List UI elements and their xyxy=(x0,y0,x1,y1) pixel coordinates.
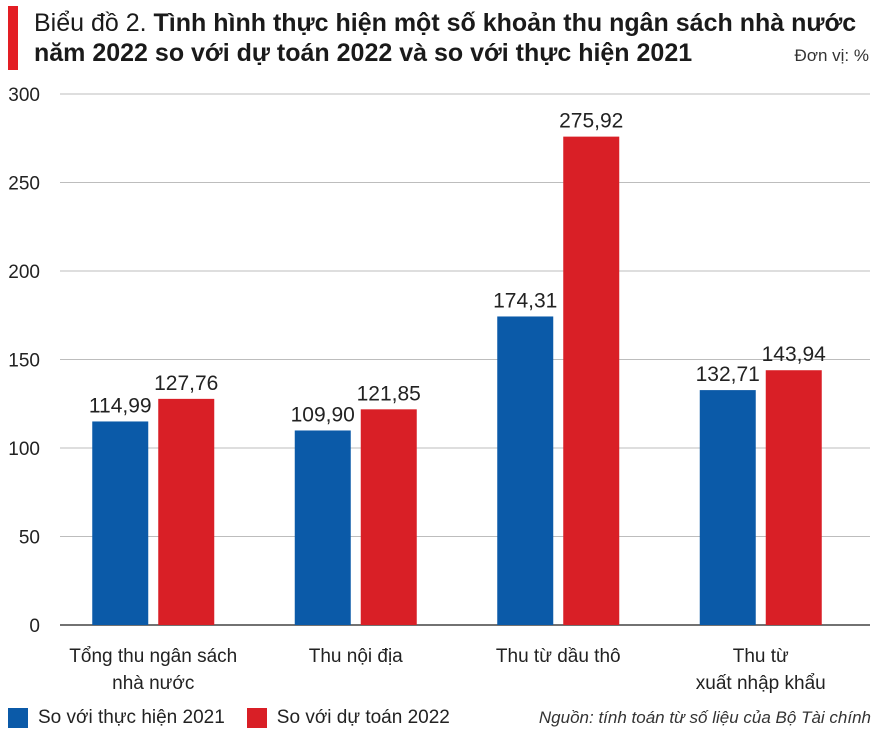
data-label-2-3: 275,92 xyxy=(559,110,623,133)
bar-2-2 xyxy=(360,409,417,625)
data-label-1-1: 114,99 xyxy=(89,394,152,417)
bar-1-1 xyxy=(92,421,149,625)
legend-label-series-2: So với dự toán 2022 xyxy=(276,707,450,728)
data-label-1-4: 132,71 xyxy=(696,363,760,386)
x-tick-label-4-2: xuất nhập khẩu xyxy=(696,673,826,694)
y-tick-label-300: 300 xyxy=(8,85,40,106)
legend: So với thực hiện 2021 So với dự toán 202… xyxy=(8,704,472,732)
chart-title: Biểu đồ 2. Tình hình thực hiện một số kh… xyxy=(34,8,874,68)
y-tick-label-100: 100 xyxy=(8,439,40,460)
data-label-2-1: 127,76 xyxy=(154,372,218,395)
data-label-2-4: 143,94 xyxy=(762,343,827,366)
x-tick-label-1-1: Tổng thu ngân sách xyxy=(69,646,237,667)
bar-2-4 xyxy=(765,370,822,625)
legend-swatch-series-1 xyxy=(8,708,28,728)
legend-label-series-1: So với thực hiện 2021 xyxy=(38,707,225,728)
chart-title-main: Tình hình thực hiện một số khoản thu ngâ… xyxy=(34,9,857,67)
source-note: Nguồn: tính toán từ số liệu của Bộ Tài c… xyxy=(538,708,871,727)
x-tick-label-4-1: Thu từ xyxy=(733,646,789,667)
chart-title-block: Biểu đồ 2. Tình hình thực hiện một số kh… xyxy=(8,6,878,70)
bar-1-3 xyxy=(497,316,554,625)
title-accent-bar xyxy=(8,6,18,70)
bar-1-4 xyxy=(699,390,756,625)
legend-item-series-1: So với thực hiện 2021 xyxy=(8,707,225,729)
y-tick-label-0: 0 xyxy=(29,616,40,637)
data-label-1-2: 109,90 xyxy=(291,403,355,426)
bar-2-1 xyxy=(158,398,215,625)
y-tick-label-200: 200 xyxy=(8,262,40,283)
legend-item-series-2: So với dự toán 2022 xyxy=(246,707,450,729)
bar-1-2 xyxy=(294,430,351,625)
chart-title-prefix: Biểu đồ 2. xyxy=(34,9,154,37)
y-tick-label-250: 250 xyxy=(8,174,40,195)
data-label-1-3: 174,31 xyxy=(493,289,557,312)
x-tick-label-1-2: nhà nước xyxy=(112,673,194,694)
data-label-2-2: 121,85 xyxy=(357,382,421,405)
unit-label: Đơn vị: % xyxy=(794,46,869,65)
legend-swatch-series-2 xyxy=(246,708,267,728)
x-tick-label-2-1: Thu nội địa xyxy=(309,646,403,667)
y-tick-label-50: 50 xyxy=(19,528,40,549)
y-tick-label-150: 150 xyxy=(8,351,40,372)
x-tick-label-3-1: Thu từ dầu thô xyxy=(496,646,621,667)
bar-2-3 xyxy=(563,136,620,626)
